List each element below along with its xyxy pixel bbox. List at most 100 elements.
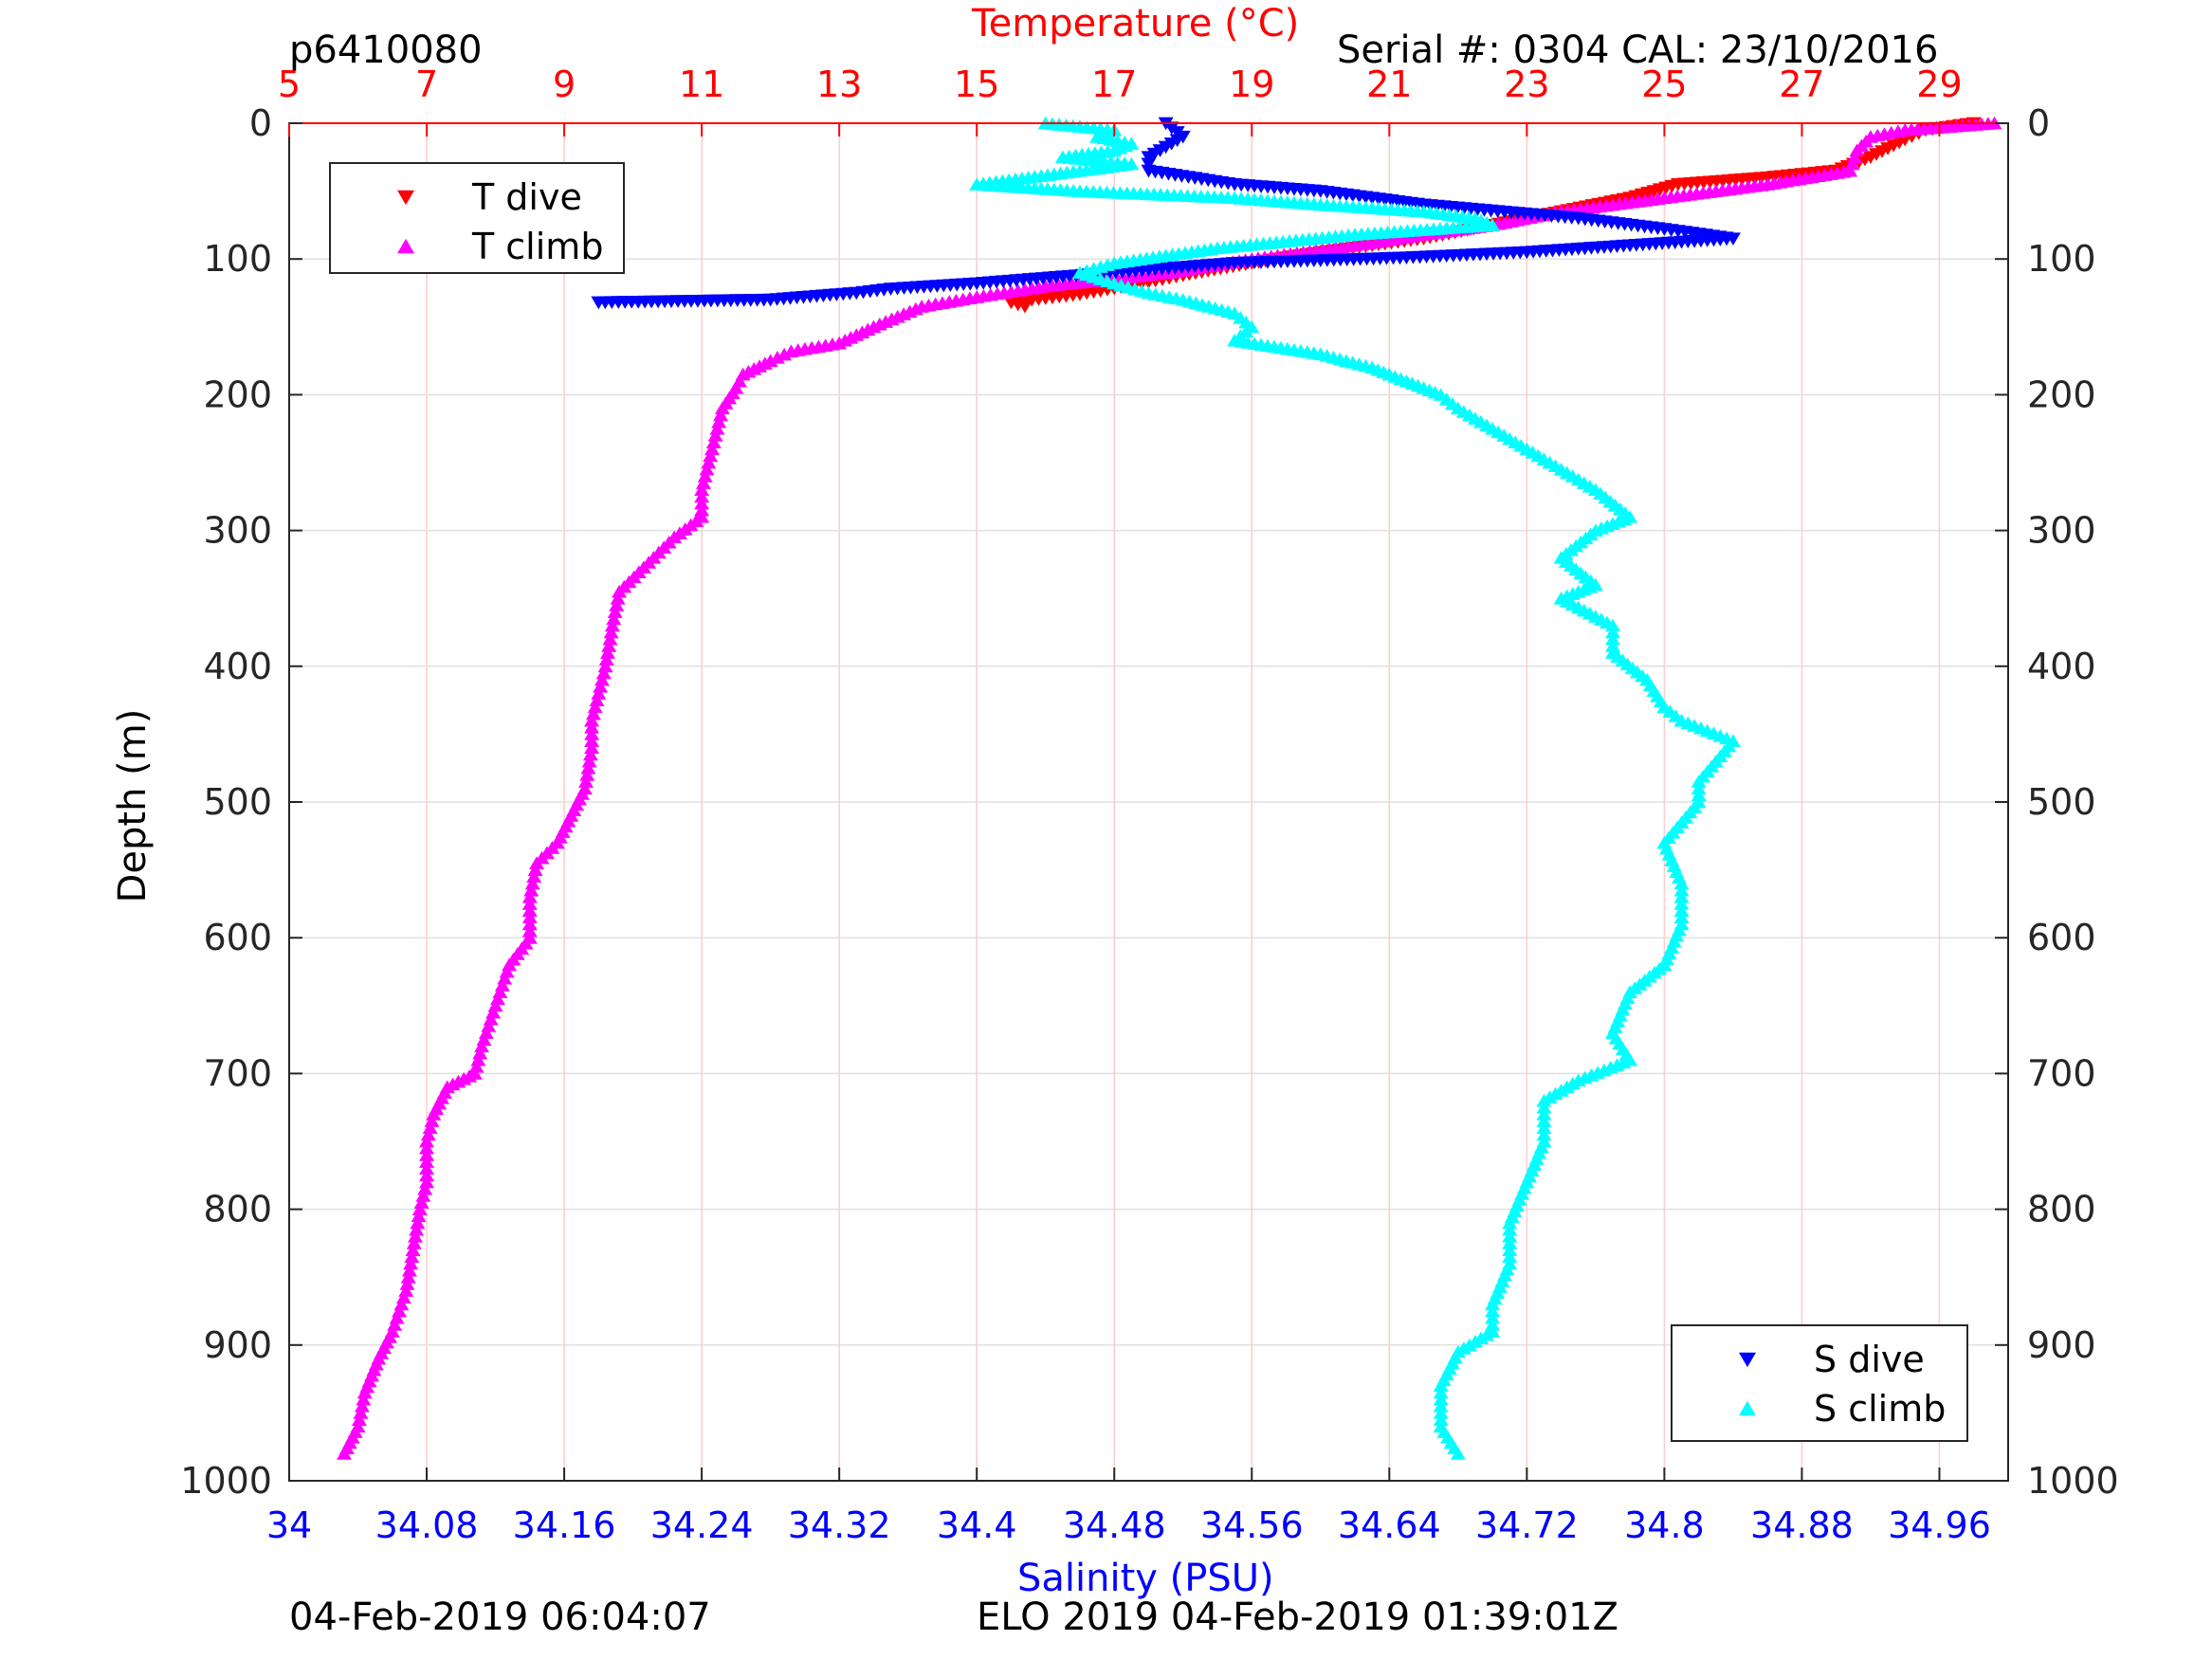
series-s-dive [591, 117, 1741, 310]
salinity-tick-label: 34.72 [1475, 1504, 1579, 1546]
data-point [1605, 631, 1621, 646]
legend-marker [397, 238, 414, 254]
depth-tick-label-right: 500 [2027, 781, 2096, 823]
data-point [351, 1413, 367, 1426]
data-point [694, 502, 710, 517]
data-point [1673, 910, 1690, 924]
salinity-tick-label: 34 [266, 1504, 312, 1546]
data-point [1673, 883, 1690, 897]
data-point [354, 1399, 370, 1413]
data-point [521, 897, 538, 910]
salinity-tick-label: 34.16 [513, 1504, 616, 1546]
data-point [411, 1202, 428, 1215]
data-point [579, 768, 595, 781]
data-point [523, 883, 539, 897]
data-point [1536, 1093, 1552, 1107]
depth-tick-label-left: 500 [203, 781, 272, 823]
data-point [521, 917, 538, 931]
temperature-tick-label: 25 [1641, 64, 1687, 105]
data-point [419, 1155, 435, 1168]
series-t-climb [337, 116, 2002, 1460]
data-point [587, 700, 603, 714]
temperature-tick-label: 17 [1091, 64, 1137, 105]
temperature-tick-label: 5 [278, 64, 301, 105]
depth-tick-label-right: 0 [2027, 102, 2050, 144]
data-point [1502, 1222, 1518, 1236]
data-point [526, 869, 542, 884]
depth-tick-label-left: 300 [203, 510, 272, 552]
legend-box [1671, 1324, 1968, 1442]
data-point [597, 659, 613, 673]
salinity-tick-label: 34.88 [1750, 1504, 1854, 1546]
data-point [580, 761, 596, 775]
data-point [410, 1215, 426, 1230]
temperature-tick-label: 21 [1366, 64, 1412, 105]
data-point [521, 903, 538, 917]
data-point [407, 1230, 423, 1243]
data-point [356, 1385, 373, 1399]
data-point [584, 720, 600, 734]
data-point [529, 856, 545, 869]
data-point [527, 863, 543, 876]
depth-tick-label-left: 100 [203, 238, 272, 280]
legend-salinity: S dive S climb [1671, 1324, 1968, 1442]
data-point [419, 1140, 435, 1155]
data-point [404, 1249, 420, 1264]
data-point [602, 631, 618, 646]
data-point [415, 1189, 431, 1202]
data-point [1673, 903, 1690, 917]
data-point [595, 665, 612, 680]
data-point [584, 713, 600, 727]
data-point [695, 476, 711, 489]
data-point [399, 1277, 415, 1290]
footer-timestamp: 04-Feb-2019 06:04:07 [289, 1595, 711, 1639]
data-point [600, 646, 616, 659]
data-point [406, 1236, 422, 1249]
data-point [594, 672, 610, 686]
temperature-tick-label: 23 [1504, 64, 1549, 105]
data-point [413, 1195, 430, 1209]
temperature-tick-label: 9 [553, 64, 576, 105]
data-point [1141, 151, 1157, 164]
data-point [1673, 890, 1690, 903]
data-point [1691, 775, 1707, 788]
depth-tick-label-left: 700 [203, 1052, 272, 1094]
data-point [521, 923, 538, 938]
data-point [1485, 1304, 1501, 1318]
data-point [1502, 1249, 1518, 1264]
salinity-tick-label: 34.08 [375, 1504, 479, 1546]
temperature-tick-label: 7 [415, 64, 438, 105]
data-point [411, 1209, 427, 1223]
data-point [694, 489, 710, 503]
data-point [1691, 781, 1707, 795]
data-point [694, 483, 710, 497]
depth-tick-label-left: 800 [203, 1189, 272, 1231]
data-point [1605, 639, 1621, 652]
temperature-tick-label: 15 [954, 64, 999, 105]
data-point [582, 747, 598, 761]
data-point [1016, 300, 1033, 314]
data-point [1502, 1215, 1518, 1230]
data-point [713, 408, 729, 422]
data-point [1433, 1399, 1449, 1413]
data-point [1605, 618, 1621, 632]
data-point [1433, 1385, 1449, 1399]
data-point [1433, 1406, 1449, 1419]
salinity-tick-label: 34.64 [1338, 1504, 1441, 1546]
depth-tick-label-right: 300 [2027, 510, 2096, 552]
data-point [424, 1114, 440, 1127]
data-point [1536, 1121, 1552, 1135]
legend-box [329, 162, 625, 274]
data-point [584, 727, 600, 740]
data-point [1502, 1243, 1518, 1256]
temperature-tick-label: 29 [1916, 64, 1962, 105]
data-point [609, 598, 625, 611]
data-point [694, 496, 710, 510]
depth-tick-label-left: 1000 [180, 1460, 272, 1502]
data-point [704, 442, 720, 456]
salinity-tick-label: 34.24 [650, 1504, 754, 1546]
temperature-tick-label: 11 [679, 64, 724, 105]
data-point [419, 1161, 435, 1176]
series-layer [337, 116, 2002, 1460]
